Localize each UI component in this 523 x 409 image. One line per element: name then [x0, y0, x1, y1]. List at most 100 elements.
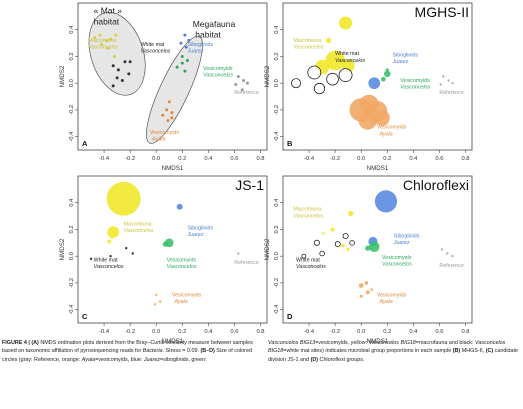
- x-tick-label: 0.6: [230, 156, 238, 162]
- point-siboglinids: [183, 33, 187, 37]
- group-annotation: White mat: [94, 258, 118, 264]
- point-reference: [236, 75, 240, 78]
- point-macrofauna: [98, 33, 102, 37]
- point-vesicomyids_v: [183, 69, 187, 73]
- point-ayala: [158, 300, 162, 303]
- y-tick-label: 0.4: [69, 198, 75, 207]
- y-tick-label: -0.2: [274, 278, 280, 288]
- point-reference: [240, 88, 244, 92]
- y-tick-label: 0.0: [69, 79, 75, 87]
- point-whitemat: [349, 240, 355, 246]
- group-annotation: habitat: [195, 30, 221, 40]
- x-tick-label: -0.4: [99, 156, 110, 162]
- group-annotation: Vasconcelos: [400, 85, 430, 91]
- point-whitemat: [127, 72, 131, 76]
- point-macrofauna: [339, 16, 353, 30]
- point-macrofauna: [326, 37, 332, 44]
- caption-text: MHGS-II,: [460, 348, 486, 355]
- point-whitemat: [342, 233, 349, 240]
- group-annotation: Vasconcelos: [335, 58, 365, 64]
- caption-text: =vesicomyids, yellow:: [315, 340, 369, 346]
- point-macrofauna: [330, 227, 335, 232]
- point-whitemat: [125, 246, 128, 250]
- y-tick-label: 0.0: [274, 79, 280, 87]
- y-tick-label: 0.4: [69, 25, 75, 34]
- point-whitemat: [291, 78, 301, 89]
- point-vesicomyids_v: [385, 68, 389, 72]
- group-annotation: Siboglinids: [394, 233, 420, 239]
- y-tick-label: -0.2: [274, 105, 280, 115]
- x-tick-label: 0.2: [178, 329, 186, 335]
- y-axis-label: NMDS2: [59, 65, 66, 87]
- group-annotation: Vasconcelos: [94, 264, 124, 270]
- point-ayala: [170, 111, 174, 115]
- group-annotation: Vasconcelos: [88, 44, 118, 50]
- group-annotation: Ayala: [378, 131, 392, 137]
- point-macrofauna: [106, 181, 141, 216]
- point-ayala: [365, 290, 370, 295]
- x-tick-label: 0.2: [383, 329, 391, 335]
- point-reference: [447, 79, 450, 82]
- x-tick-label: 0.4: [204, 156, 213, 162]
- panel-letter: A: [82, 139, 88, 148]
- group-annotation: « Mat »: [94, 6, 123, 16]
- group-annotation: Vasconcelos: [124, 228, 154, 234]
- x-tick-label: 0.6: [435, 156, 443, 162]
- group-annotation: Macrofauna: [293, 207, 321, 213]
- point-whitemat: [313, 82, 326, 95]
- point-ayala: [153, 303, 157, 306]
- group-annotation: White mat: [141, 42, 165, 48]
- panel-title: Chloroflexi: [403, 177, 469, 193]
- point-macrofauna: [107, 226, 120, 238]
- point-whitemat: [301, 253, 307, 259]
- point-ayala: [167, 100, 171, 104]
- group-annotation: Vasconcelos: [293, 44, 323, 50]
- point-ayala: [155, 293, 158, 297]
- group-annotation: Ayala: [173, 299, 187, 305]
- group-annotation: Vasconcelos: [203, 73, 233, 79]
- caption-text: . Stress = 0.09.: [162, 348, 201, 355]
- x-tick-label: 0.0: [357, 156, 365, 162]
- x-tick-label: 0.2: [178, 156, 186, 162]
- y-tick-label: -0.2: [69, 105, 75, 115]
- panel-letter: C: [82, 312, 88, 321]
- point-macrofauna: [99, 42, 103, 46]
- point-macrofauna: [106, 46, 110, 50]
- x-tick-label: -0.2: [330, 329, 340, 335]
- point-whitemat: [120, 79, 124, 83]
- x-tick-label: 0.8: [256, 156, 264, 162]
- group-annotation: Megafauna: [193, 19, 236, 29]
- point-ayala: [165, 108, 169, 112]
- x-tick-label: 0.4: [409, 329, 418, 335]
- point-whitemat: [307, 65, 322, 80]
- panel-D: -0.4 -0.2 0.0 0.2 0.4 0.6 0.8 -0.4 -0.2 0.0 0.2 0.4…: [264, 175, 473, 345]
- group-annotation: Reference: [234, 90, 258, 96]
- point-ayala: [170, 116, 174, 120]
- x-tick-label: -0.2: [125, 329, 135, 335]
- group-annotation: Vesicomyids: [377, 125, 407, 131]
- point-ayala: [358, 111, 377, 130]
- y-tick-label: -0.4: [69, 304, 75, 315]
- point-whitemat: [115, 76, 119, 80]
- x-tick-label: -0.4: [304, 329, 315, 335]
- figure-caption: FIGURE 4 | (A) NMDS ordination plots der…: [0, 339, 523, 409]
- group-annotation: Vesicomyids: [150, 130, 180, 136]
- group-annotation: Vesicomyids: [382, 255, 412, 261]
- y-axis-label: NMDS2: [59, 238, 66, 260]
- group-annotation: Vesicomyids: [203, 66, 233, 72]
- point-whitemat: [123, 60, 127, 64]
- point-macrofauna: [109, 37, 113, 41]
- point-ayala: [161, 113, 165, 117]
- caption-left-column: FIGURE 4 | (A) NMDS ordination plots der…: [2, 339, 256, 364]
- point-macrofauna: [112, 54, 116, 58]
- caption-text: Size of colored circles (gray: Reference…: [2, 348, 252, 363]
- point-siboglinids: [368, 77, 381, 90]
- point-ayala: [358, 283, 364, 288]
- point-vesicomyids_v: [369, 241, 380, 253]
- point-macrofauna: [322, 232, 325, 235]
- caption-bold: (B–D): [200, 348, 215, 355]
- group-annotation: Reference: [439, 263, 463, 269]
- group-annotation: Siboglinids: [392, 52, 418, 58]
- point-macrofauna: [341, 243, 345, 248]
